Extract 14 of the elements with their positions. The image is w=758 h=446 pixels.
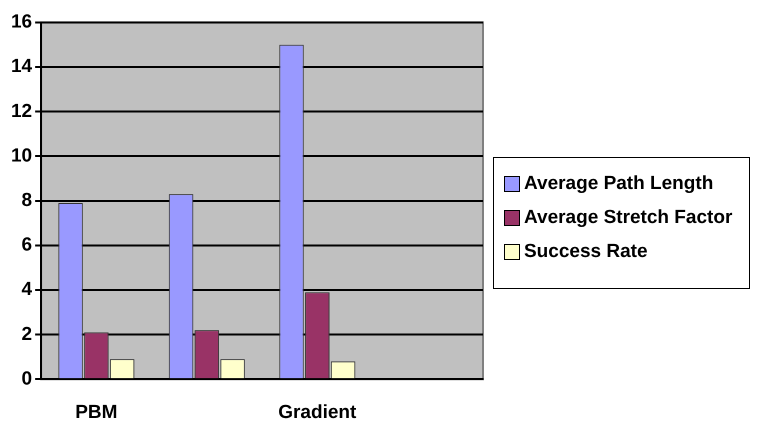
y-tick-label: 10	[10, 145, 32, 166]
y-tick-label: 0	[22, 368, 32, 390]
y-tick-label: 12	[10, 100, 32, 122]
y-tick-label: 6	[22, 234, 32, 256]
x-tick-label: PBM	[75, 402, 118, 423]
y-tick-label: 2	[22, 324, 32, 345]
y-tick-label: 16	[10, 12, 32, 33]
legend-label: Success Rate	[524, 240, 648, 264]
y-tick-label: 14	[10, 56, 33, 78]
legend-label: Average Path Length	[524, 172, 714, 196]
legend-label: Average Stretch Factor	[524, 206, 732, 230]
y-tick-label: 4	[22, 279, 33, 300]
y-tick-label: 8	[22, 190, 32, 212]
x-tick-label: Gradient	[278, 402, 358, 423]
